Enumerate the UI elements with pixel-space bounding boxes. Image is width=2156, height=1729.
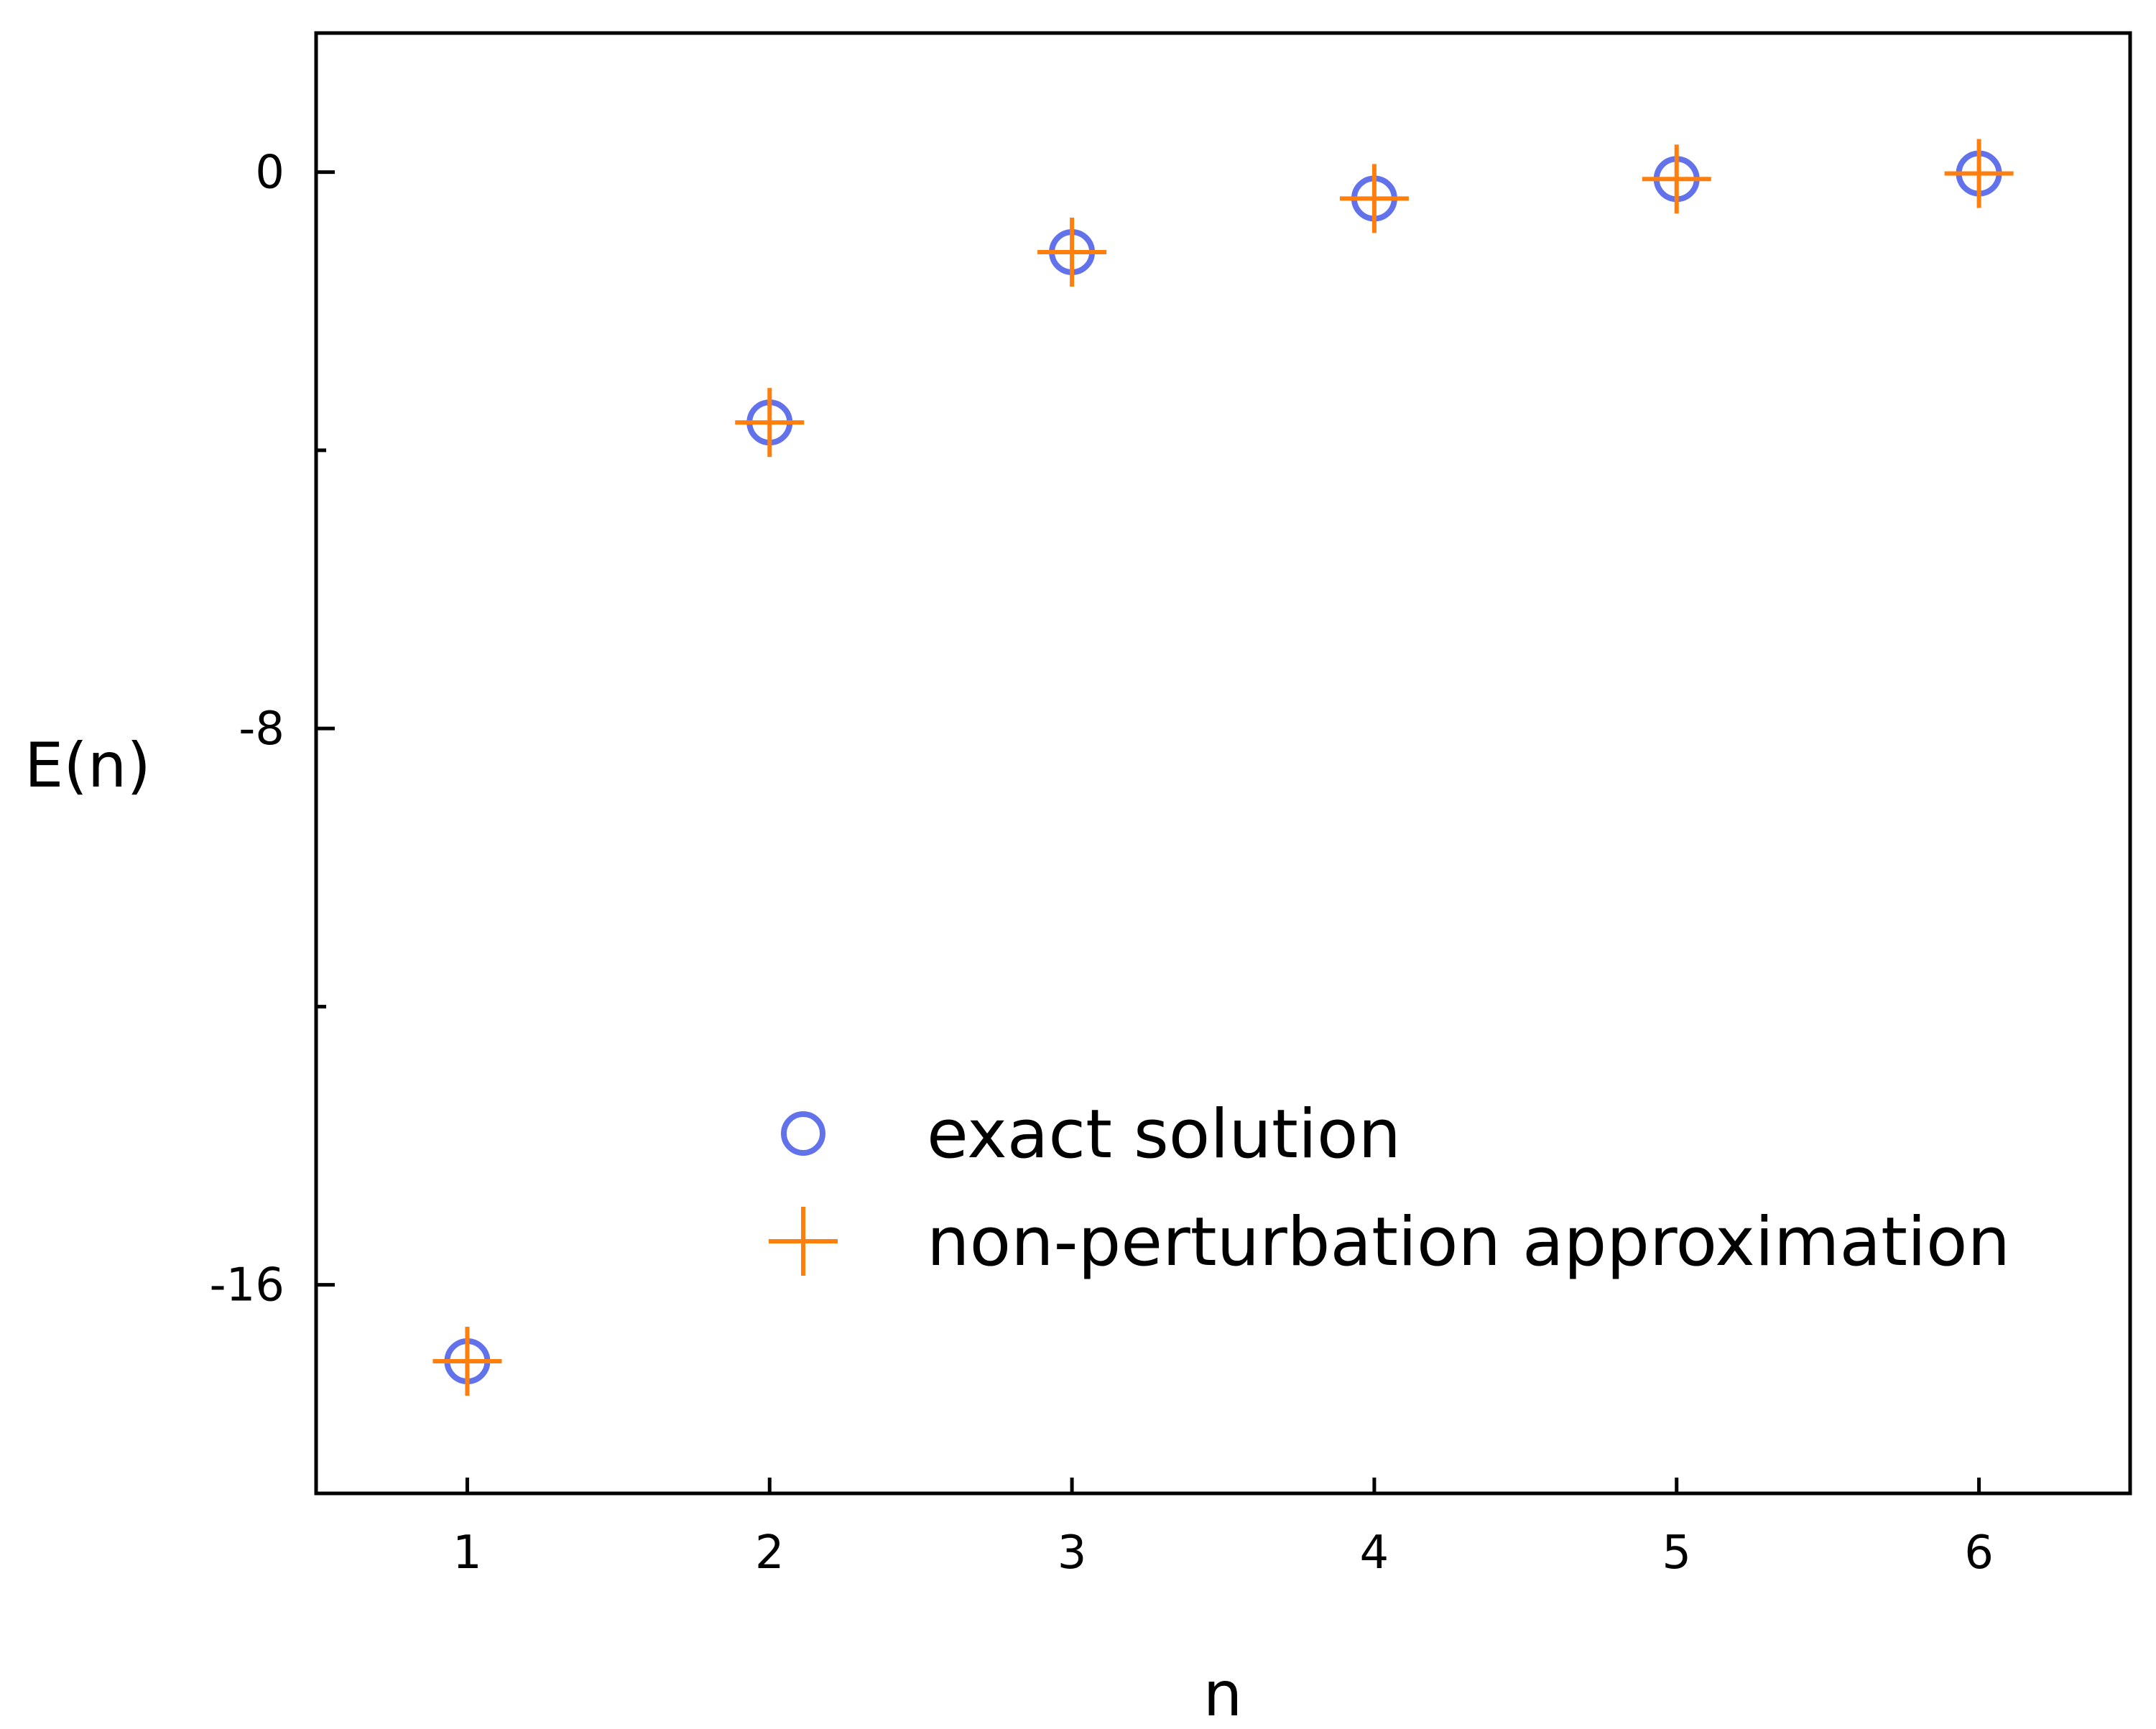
legend-label: exact solution	[927, 1095, 1401, 1174]
data-markers	[432, 139, 2014, 1396]
y-tick-label: -16	[209, 1259, 284, 1312]
y-tick-label: 0	[255, 147, 284, 200]
x-tick-label: 4	[1360, 1526, 1389, 1580]
y-tick-label: -8	[239, 703, 284, 756]
approximation-point	[1037, 217, 1107, 287]
approximation-point	[1944, 139, 2014, 208]
x-tick-label: 3	[1058, 1526, 1087, 1580]
legend-plus-marker	[769, 1207, 838, 1276]
approximation-point	[735, 388, 805, 458]
legend-label: non-perturbation approximation	[927, 1203, 2010, 1281]
approximation-point	[1339, 164, 1409, 233]
y-axis-ticks: 0 -8 -16	[209, 147, 335, 1312]
legend: exact solution non-perturbation approxima…	[769, 1095, 2010, 1281]
legend-circle-marker	[781, 1111, 825, 1156]
y-axis-label: E(n)	[24, 730, 151, 802]
x-tick-label: 6	[1964, 1526, 1994, 1580]
approximation-point	[1642, 144, 1711, 214]
x-tick-label: 2	[755, 1526, 785, 1580]
x-tick-label: 1	[453, 1526, 482, 1580]
x-axis-label: n	[1203, 1659, 1243, 1729]
approximation-point	[432, 1327, 502, 1396]
x-tick-label: 5	[1662, 1526, 1691, 1580]
plot-frame	[314, 31, 2132, 1496]
x-axis-ticks: 1 2 3 4 5 6	[453, 1478, 1994, 1580]
